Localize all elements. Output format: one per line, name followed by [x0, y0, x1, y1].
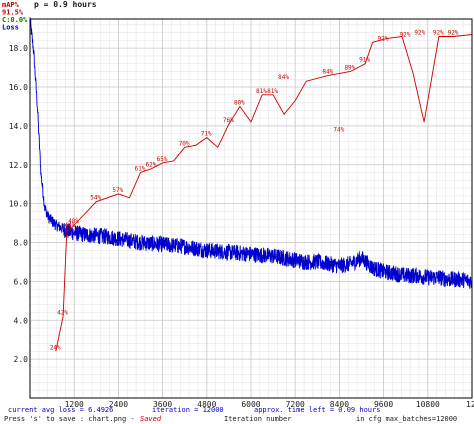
y-tick-label: 14.0	[9, 122, 28, 131]
y-tick-label: 12.0	[9, 161, 28, 170]
max-batches-info: in cfg max_batches=12000	[356, 415, 457, 423]
map-line	[55, 34, 473, 352]
map-point-label: 44%	[65, 222, 76, 229]
map-series	[55, 34, 473, 352]
header-title-fragment: p = 0.9 hours	[34, 0, 97, 9]
map-point-label: 61%	[135, 166, 146, 173]
map-point-label: 84%	[278, 74, 289, 81]
map-point-label: 70%	[179, 140, 190, 147]
map-point-label: 92%	[400, 31, 411, 38]
legend: mAP%91.5%C:0.0%Loss	[2, 1, 28, 32]
map-data-labels: 24% 42% 43%44%48% 54% 57% 61%62%65% 70% 71% 76% 8…	[50, 29, 459, 351]
map-point-label: 92%	[414, 29, 425, 36]
legend-entry: C:0.0%	[2, 16, 28, 24]
save-hint: Press 's' to save : chart.png -	[4, 415, 135, 423]
map-point-label: 43%	[61, 224, 72, 231]
y-tick-label: 16.0	[9, 83, 28, 92]
y-tick-label: 10.0	[9, 200, 28, 209]
x-tick-label: 2400	[109, 400, 128, 409]
map-point-label: 92%	[433, 29, 444, 36]
plot-border	[29, 18, 473, 399]
map-point-label: 65%	[157, 156, 168, 163]
map-point-label: 24%	[50, 344, 61, 351]
x-axis-label: Iteration number	[224, 415, 291, 423]
x-tick-label: 10800	[416, 400, 440, 409]
y-tick-label: 2.0	[14, 355, 29, 364]
loss-line	[29, 17, 473, 289]
x-tick-label: 9600	[374, 400, 393, 409]
saved-status: Saved	[140, 415, 162, 423]
y-tick-label: 18.0	[9, 44, 28, 53]
x-tick-label: 7200	[286, 400, 305, 409]
time-left-readout: approx. time left = 0.09 hours	[254, 406, 380, 414]
x-axis-ticks: 1200 2400 3600 4800 6000 7200 8400 9600 10800	[65, 400, 440, 409]
chart-grid	[29, 19, 473, 399]
map-point-label: 91%	[359, 57, 370, 64]
map-point-label: 81%	[267, 88, 278, 95]
map-point-label: 89%	[344, 64, 355, 71]
map-point-label: 62%	[146, 162, 157, 169]
map-point-label: 80%	[234, 99, 245, 106]
map-point-label: 54%	[90, 195, 101, 202]
map-point-label: 81%	[256, 88, 267, 95]
y-tick-label: 8.0	[14, 239, 29, 248]
y-axis-ticks: 2.0 4.0 6.0 8.0 10.0 12.0 14.0 16.0 18.0	[9, 44, 28, 364]
map-point-label: 92%	[378, 35, 389, 42]
y-tick-label: 4.0	[14, 316, 29, 325]
map-point-label: 92%	[448, 29, 459, 36]
loss-series	[29, 17, 473, 289]
legend-entry: 91.5%	[2, 9, 24, 17]
x-tick-label: 6000	[241, 400, 260, 409]
footer: current avg loss = 6.4926 iteration = 12…	[4, 406, 457, 423]
x-tick-label: 1200	[65, 400, 84, 409]
map-point-label: 57%	[112, 187, 123, 194]
map-point-label: 42%	[57, 309, 68, 316]
map-point-label: 74%	[333, 127, 344, 134]
current-avg-loss: current avg loss = 6.4926	[8, 406, 113, 414]
map-point-label: 71%	[201, 131, 212, 138]
legend-entry: Loss	[2, 24, 19, 32]
map-point-label: 48%	[68, 218, 79, 225]
y-tick-label: 6.0	[14, 277, 29, 286]
x-tick-last-label: 12	[466, 400, 474, 409]
map-point-label: 76%	[223, 117, 234, 124]
map-point-label: 84%	[322, 68, 333, 75]
iteration-readout: iteration = 12000	[152, 406, 224, 414]
legend-entry: mAP%	[2, 1, 20, 9]
x-tick-label: 3600	[153, 400, 172, 409]
x-tick-label: 4800	[197, 400, 216, 409]
x-tick-label: 8400	[330, 400, 349, 409]
